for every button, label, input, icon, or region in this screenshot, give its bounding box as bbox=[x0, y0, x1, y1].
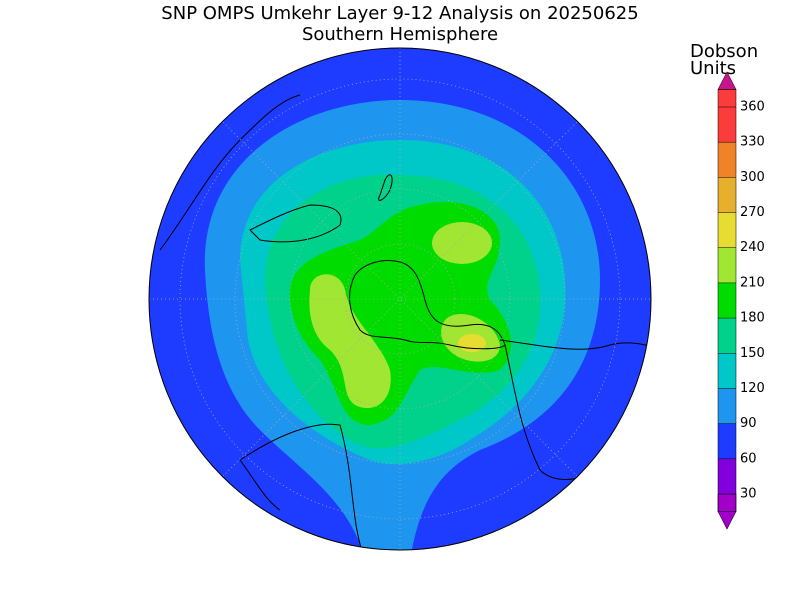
colorbar-tick-label: 240 bbox=[740, 240, 765, 255]
colorbar-segment bbox=[718, 282, 736, 319]
colorbar: 30 60 90 120 150 180 210 240 270 300 330 360 bbox=[717, 71, 765, 530]
colorbar-segment bbox=[718, 142, 736, 178]
colorbar-title: Units bbox=[690, 58, 736, 79]
colorbar-tick-label: 150 bbox=[740, 346, 765, 361]
colorbar-title: Dobson bbox=[690, 41, 758, 62]
title: SNP OMPS Umkehr Layer 9-12 Analysis on 2… bbox=[161, 3, 638, 24]
colorbar-tick-label: 120 bbox=[740, 381, 765, 396]
colorbar-segment bbox=[718, 247, 736, 283]
colorbar-tick-label: 90 bbox=[740, 416, 757, 431]
colorbar-segment bbox=[718, 353, 736, 389]
colorbar-tick-label: 60 bbox=[740, 451, 757, 466]
colorbar-tick-label: 180 bbox=[740, 311, 765, 326]
colorbar-segment bbox=[718, 107, 736, 143]
colorbar-segment bbox=[718, 458, 736, 494]
colorbar-tick-label: 30 bbox=[740, 487, 757, 502]
colorbar-tick-label: 210 bbox=[740, 275, 765, 290]
graticule bbox=[149, 48, 651, 550]
colorbar-tick-label: 360 bbox=[740, 100, 765, 115]
colorbar-segment bbox=[718, 388, 736, 424]
colorbar-tick-label: 330 bbox=[740, 135, 765, 150]
colorbar-segment bbox=[718, 89, 736, 107]
colorbar-frame bbox=[717, 89, 737, 512]
subtitle: Southern Hemisphere bbox=[302, 24, 498, 45]
map bbox=[148, 47, 652, 551]
colorbar-segment bbox=[718, 177, 736, 213]
colorbar-tick-label: 270 bbox=[740, 205, 765, 220]
colorbar-segment bbox=[718, 212, 736, 248]
colorbar-segment bbox=[718, 423, 736, 459]
colorbar-segment bbox=[718, 318, 736, 354]
colorbar-tick-label: 300 bbox=[740, 170, 765, 185]
